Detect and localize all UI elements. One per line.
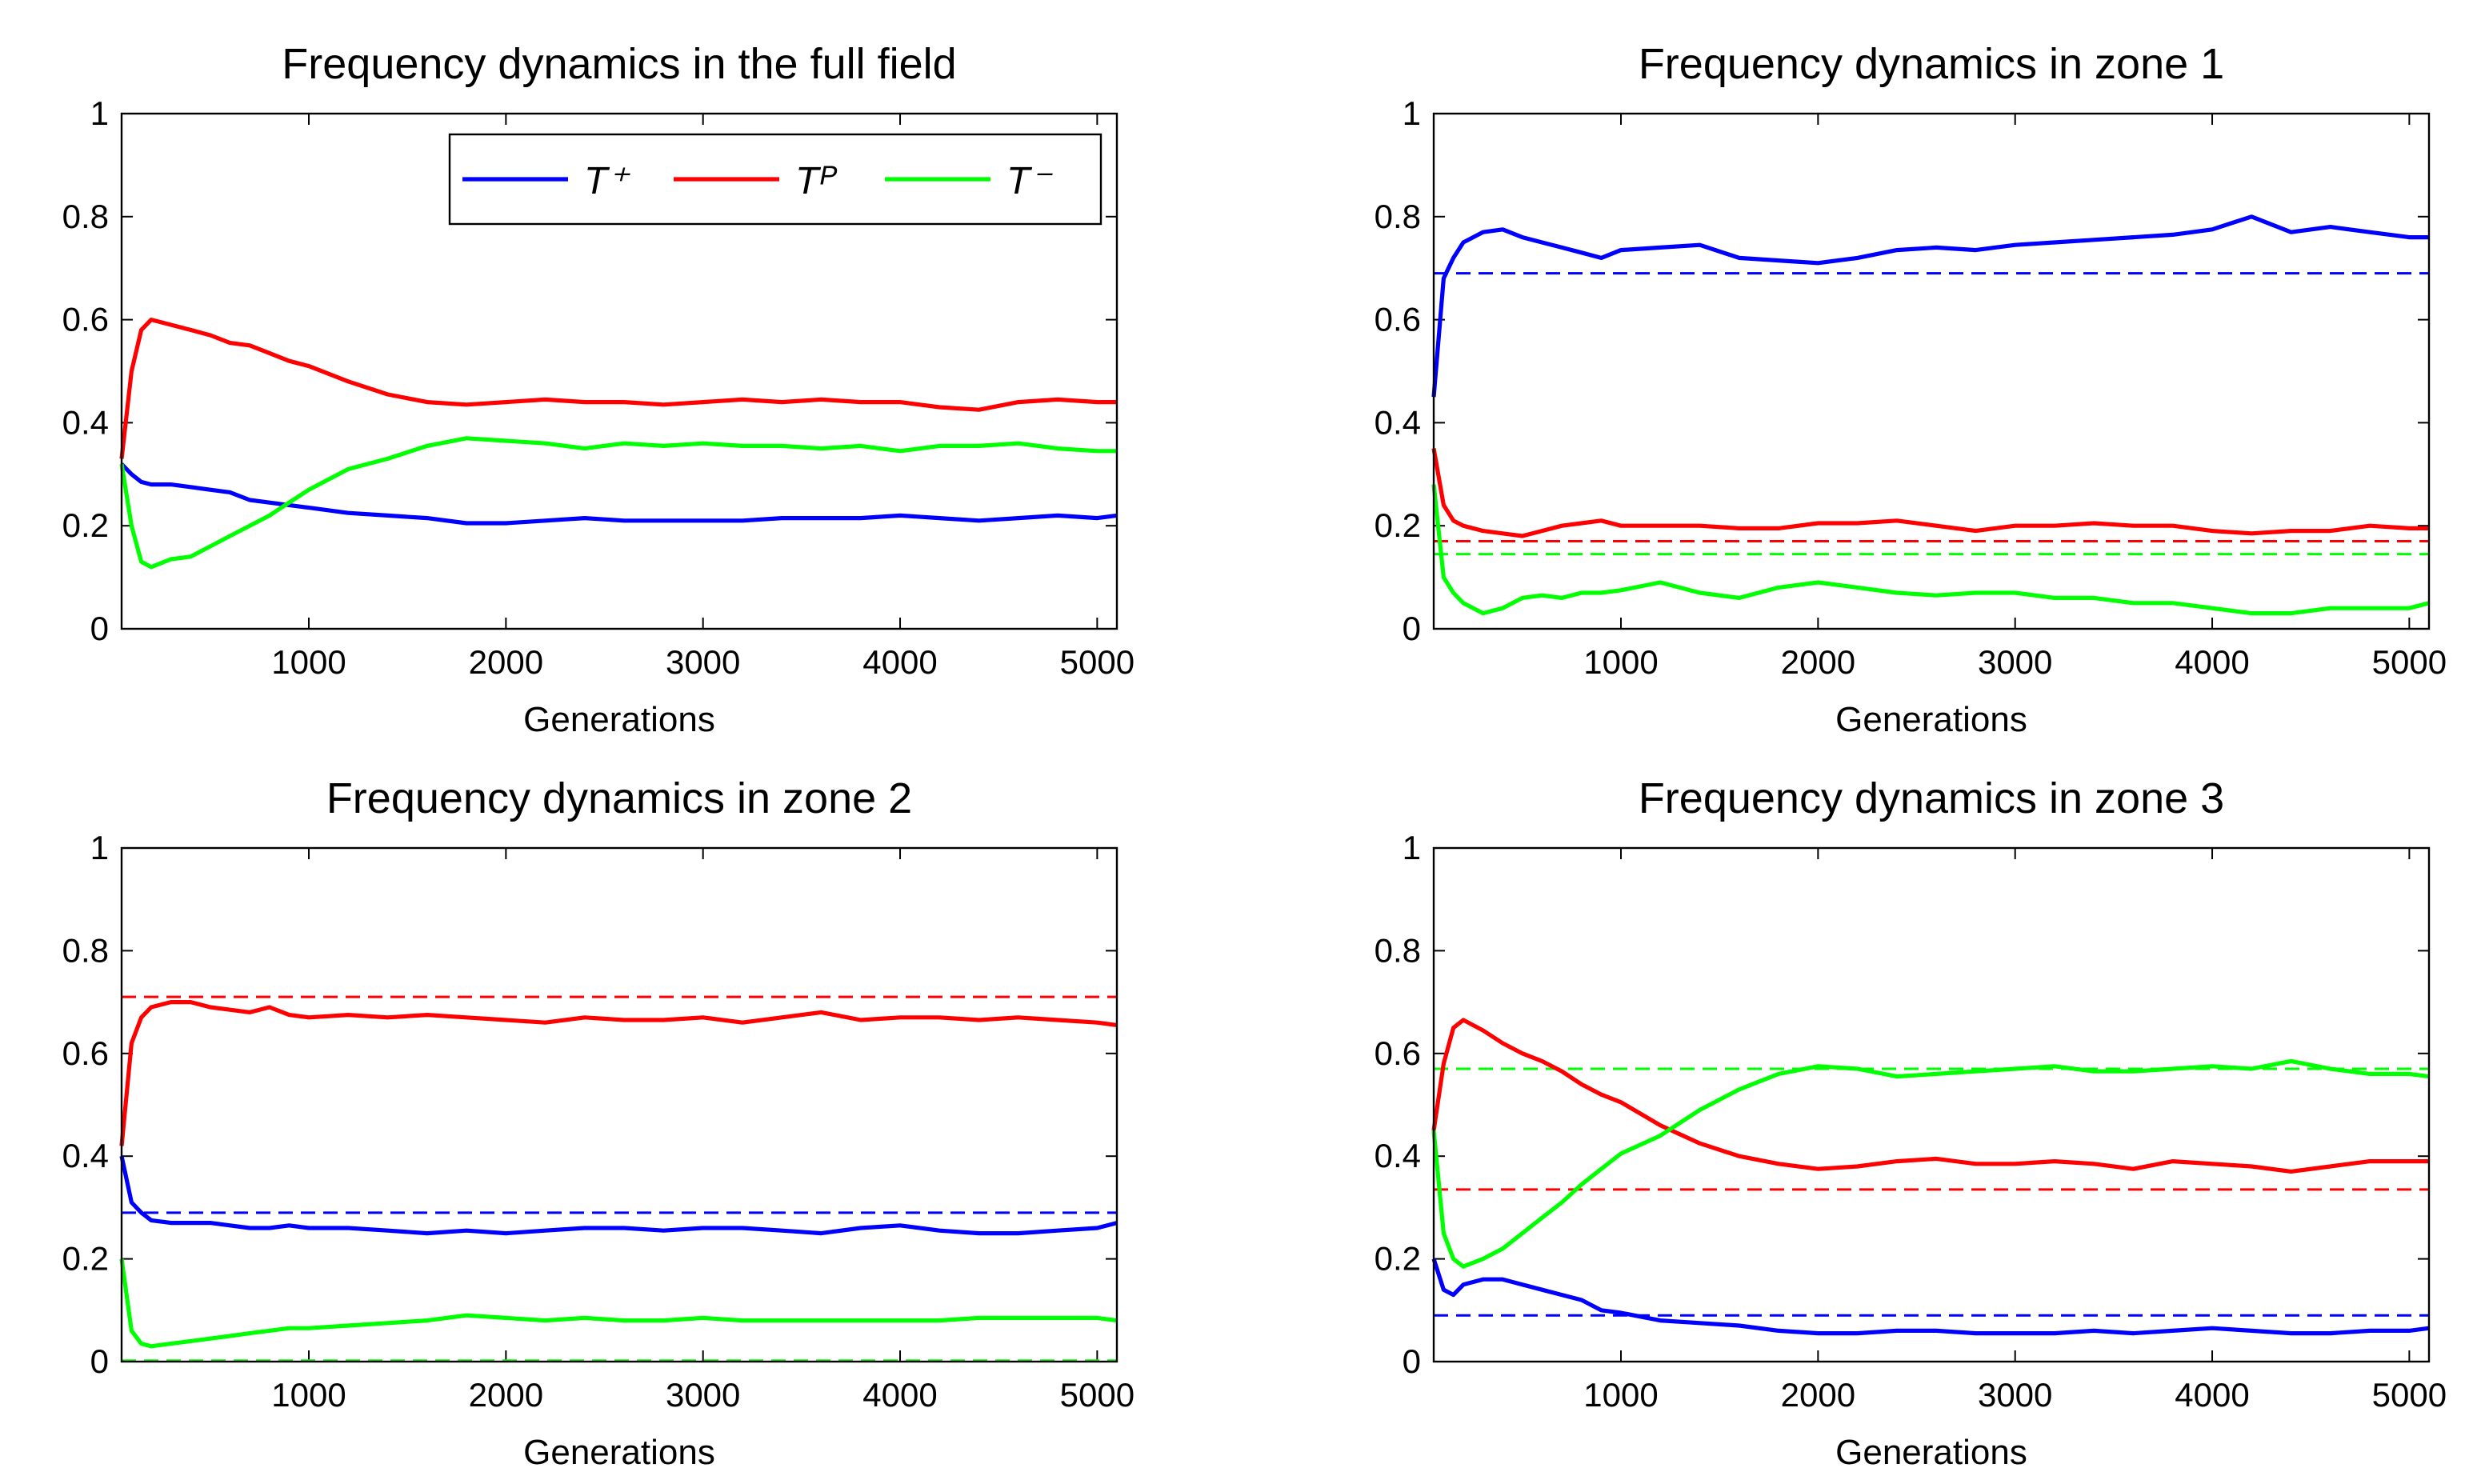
y-tick-label: 0.8 <box>62 931 109 969</box>
y-tick-label: 0.8 <box>62 198 109 235</box>
legend-label: T⁻ <box>1006 160 1053 202</box>
y-tick-label: 0.2 <box>1375 506 1421 544</box>
x-tick-label: 4000 <box>862 643 937 681</box>
subplot: Frequency dynamics in zone 2 Generations 0… <box>62 774 1134 1472</box>
y-tick-label: 0.2 <box>1375 1240 1421 1278</box>
x-tick-label: 4000 <box>862 1376 937 1414</box>
y-tick-label: 0 <box>90 1342 109 1380</box>
subplot: Frequency dynamics in zone 3 Generations 0… <box>1375 774 2447 1472</box>
y-tick-label: 1 <box>90 829 109 866</box>
x-axis-label: Generations <box>1835 1433 2027 1472</box>
legend-label: T⁺ <box>584 160 630 202</box>
chart-title: Frequency dynamics in zone 2 <box>326 774 912 822</box>
chart-title: Frequency dynamics in zone 1 <box>1639 40 2224 88</box>
x-tick-label: 5000 <box>1060 1376 1134 1414</box>
series-line <box>1431 484 2430 616</box>
x-tick-label: 5000 <box>1060 643 1134 681</box>
x-tick-label: 1000 <box>271 643 346 681</box>
y-tick-label: 0 <box>1403 610 1421 647</box>
y-tick-label: 0.4 <box>62 403 109 441</box>
y-tick-label: 0 <box>1403 1342 1421 1380</box>
series-line <box>119 436 1117 570</box>
y-tick-label: 0.4 <box>1375 1137 1421 1174</box>
x-tick-label: 5000 <box>2372 643 2447 681</box>
series-line <box>119 1000 1118 1146</box>
axes-box <box>120 112 1118 630</box>
x-axis-label: Generations <box>1835 700 2027 739</box>
x-axis-label: Generations <box>523 700 715 739</box>
series-line <box>119 318 1117 459</box>
chart-title: Frequency dynamics in zone 3 <box>1639 774 2224 822</box>
x-tick-label: 2000 <box>469 1376 543 1414</box>
axes-box <box>1432 112 2431 630</box>
x-tick-label: 2000 <box>1781 643 1855 681</box>
y-tick-label: 1 <box>1403 829 1421 866</box>
y-tick-label: 0.4 <box>62 1137 109 1174</box>
y-tick-label: 0.6 <box>62 301 109 338</box>
x-tick-label: 3000 <box>1978 643 2052 681</box>
y-tick-label: 0 <box>90 610 109 647</box>
subplot: Frequency dynamics in the full field Gene… <box>62 40 1134 739</box>
y-tick-label: 0.6 <box>1375 301 1421 338</box>
series-line <box>1431 214 2429 398</box>
series-line <box>119 1155 1118 1236</box>
y-tick-label: 0.6 <box>1375 1034 1421 1072</box>
legend-label: Tᴾ <box>795 160 837 202</box>
y-tick-label: 1 <box>1403 94 1421 132</box>
x-tick-label: 1000 <box>1583 1376 1658 1414</box>
y-tick-label: 0.6 <box>62 1034 109 1072</box>
y-tick-label: 0.8 <box>1375 931 1421 969</box>
series-line <box>119 1258 1118 1349</box>
x-tick-label: 1000 <box>271 1376 346 1414</box>
x-axis-label: Generations <box>523 1433 715 1472</box>
x-tick-label: 4000 <box>2175 1376 2249 1414</box>
x-tick-label: 3000 <box>1978 1376 2052 1414</box>
axes-box <box>120 846 1118 1363</box>
x-tick-label: 2000 <box>1781 1376 1855 1414</box>
x-tick-label: 3000 <box>666 643 740 681</box>
y-tick-label: 0.2 <box>62 1240 109 1278</box>
series-line <box>1431 1258 2430 1336</box>
chart-title: Frequency dynamics in the full field <box>282 40 956 88</box>
x-tick-label: 2000 <box>469 643 543 681</box>
x-tick-label: 5000 <box>2372 1376 2447 1414</box>
y-tick-label: 0.8 <box>1375 198 1421 235</box>
y-tick-label: 1 <box>90 94 109 132</box>
series-line <box>1431 1018 2429 1174</box>
series-line <box>1431 1058 2430 1269</box>
series-line <box>120 462 1118 526</box>
x-tick-label: 3000 <box>666 1376 740 1414</box>
series-line <box>1431 448 2429 538</box>
axes-box <box>1432 846 2431 1363</box>
y-tick-label: 0.2 <box>62 506 109 544</box>
subplot: Frequency dynamics in zone 1 Generations 0… <box>1375 40 2447 739</box>
x-tick-label: 4000 <box>2175 643 2249 681</box>
x-tick-label: 1000 <box>1583 643 1658 681</box>
y-tick-label: 0.4 <box>1375 403 1421 441</box>
